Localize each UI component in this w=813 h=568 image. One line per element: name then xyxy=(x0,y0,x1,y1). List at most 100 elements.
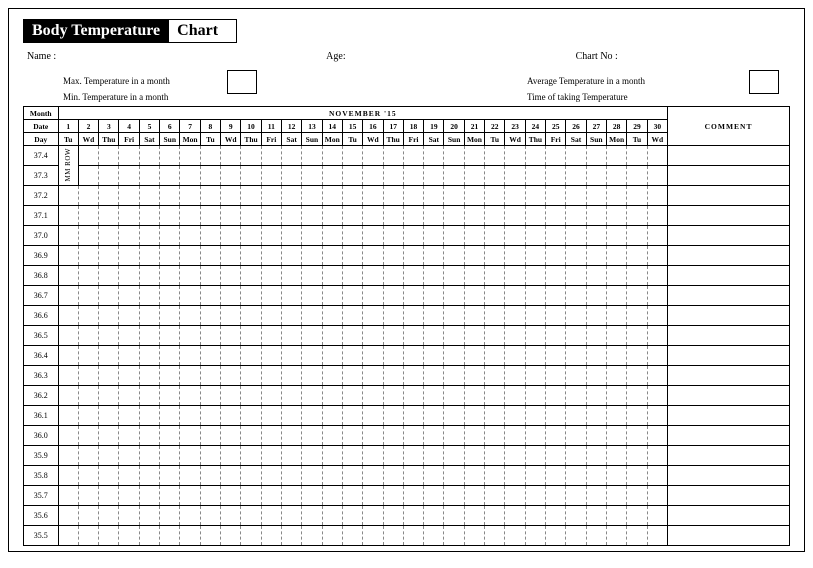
chart-cell[interactable] xyxy=(546,526,566,546)
chart-cell[interactable] xyxy=(139,166,159,186)
chart-cell[interactable] xyxy=(221,206,241,226)
chart-cell[interactable] xyxy=(200,426,220,446)
chart-cell[interactable] xyxy=(119,166,139,186)
chart-cell[interactable] xyxy=(424,266,444,286)
chart-cell[interactable] xyxy=(139,506,159,526)
chart-cell[interactable] xyxy=(566,166,586,186)
chart-cell[interactable] xyxy=(647,446,668,466)
chart-cell[interactable] xyxy=(200,326,220,346)
chart-cell[interactable] xyxy=(200,266,220,286)
chart-cell[interactable] xyxy=(647,426,668,446)
chart-cell[interactable] xyxy=(261,346,281,366)
chart-cell[interactable] xyxy=(302,286,322,306)
chart-cell[interactable] xyxy=(200,466,220,486)
chart-cell[interactable] xyxy=(58,406,78,426)
chart-cell[interactable] xyxy=(546,166,566,186)
chart-cell[interactable] xyxy=(180,266,200,286)
chart-cell[interactable] xyxy=(160,266,180,286)
chart-cell[interactable] xyxy=(566,506,586,526)
chart-cell[interactable] xyxy=(383,406,403,426)
chart-cell[interactable] xyxy=(444,146,464,166)
chart-cell[interactable] xyxy=(485,526,505,546)
chart-cell[interactable] xyxy=(281,226,301,246)
chart-cell[interactable] xyxy=(139,206,159,226)
chart-cell[interactable] xyxy=(606,426,626,446)
chart-cell[interactable] xyxy=(444,226,464,246)
chart-cell[interactable] xyxy=(505,186,525,206)
chart-cell[interactable] xyxy=(58,446,78,466)
comment-cell[interactable] xyxy=(668,526,790,546)
chart-cell[interactable] xyxy=(119,266,139,286)
chart-cell[interactable] xyxy=(485,386,505,406)
chart-cell[interactable] xyxy=(78,266,98,286)
chart-cell[interactable] xyxy=(444,326,464,346)
chart-cell[interactable] xyxy=(241,346,261,366)
chart-cell[interactable] xyxy=(485,246,505,266)
chart-cell[interactable] xyxy=(525,286,545,306)
comment-cell[interactable] xyxy=(668,226,790,246)
chart-cell[interactable] xyxy=(99,146,119,166)
chart-cell[interactable] xyxy=(505,146,525,166)
chart-cell[interactable] xyxy=(403,506,423,526)
chart-cell[interactable] xyxy=(221,486,241,506)
chart-cell[interactable] xyxy=(139,406,159,426)
chart-cell[interactable] xyxy=(281,166,301,186)
chart-cell[interactable] xyxy=(261,306,281,326)
chart-cell[interactable] xyxy=(464,206,484,226)
chart-cell[interactable] xyxy=(566,206,586,226)
chart-cell[interactable] xyxy=(505,206,525,226)
chart-cell[interactable] xyxy=(241,526,261,546)
chart-cell[interactable] xyxy=(566,466,586,486)
chart-cell[interactable] xyxy=(180,306,200,326)
chart-cell[interactable] xyxy=(606,186,626,206)
chart-cell[interactable] xyxy=(606,146,626,166)
chart-cell[interactable] xyxy=(363,446,383,466)
chart-cell[interactable] xyxy=(200,366,220,386)
chart-cell[interactable] xyxy=(119,506,139,526)
chart-cell[interactable] xyxy=(424,206,444,226)
chart-cell[interactable] xyxy=(586,186,606,206)
chart-cell[interactable] xyxy=(444,446,464,466)
chart-cell[interactable] xyxy=(464,166,484,186)
chart-cell[interactable] xyxy=(160,146,180,166)
chart-cell[interactable] xyxy=(485,466,505,486)
chart-cell[interactable] xyxy=(464,146,484,166)
chart-cell[interactable] xyxy=(464,366,484,386)
chart-cell[interactable] xyxy=(566,526,586,546)
chart-cell[interactable] xyxy=(383,486,403,506)
chart-cell[interactable] xyxy=(444,306,464,326)
chart-cell[interactable] xyxy=(464,386,484,406)
chart-cell[interactable] xyxy=(383,366,403,386)
chart-cell[interactable] xyxy=(566,366,586,386)
chart-cell[interactable] xyxy=(281,446,301,466)
chart-cell[interactable] xyxy=(444,506,464,526)
chart-cell[interactable] xyxy=(302,486,322,506)
chart-cell[interactable] xyxy=(566,286,586,306)
chart-cell[interactable] xyxy=(221,186,241,206)
chart-cell[interactable] xyxy=(302,366,322,386)
chart-cell[interactable] xyxy=(485,486,505,506)
chart-cell[interactable] xyxy=(180,246,200,266)
chart-cell[interactable] xyxy=(302,326,322,346)
chart-cell[interactable] xyxy=(606,526,626,546)
chart-cell[interactable] xyxy=(78,446,98,466)
chart-cell[interactable] xyxy=(383,506,403,526)
chart-cell[interactable] xyxy=(546,186,566,206)
chart-cell[interactable] xyxy=(627,286,647,306)
chart-cell[interactable] xyxy=(261,246,281,266)
chart-cell[interactable] xyxy=(606,166,626,186)
chart-cell[interactable] xyxy=(647,186,668,206)
chart-cell[interactable] xyxy=(221,226,241,246)
comment-cell[interactable] xyxy=(668,426,790,446)
chart-cell[interactable] xyxy=(302,206,322,226)
chart-cell[interactable] xyxy=(546,266,566,286)
chart-cell[interactable] xyxy=(464,286,484,306)
chart-cell[interactable] xyxy=(281,186,301,206)
chart-cell[interactable] xyxy=(99,266,119,286)
chart-cell[interactable] xyxy=(525,266,545,286)
chart-cell[interactable] xyxy=(221,246,241,266)
chart-cell[interactable] xyxy=(342,246,362,266)
chart-cell[interactable] xyxy=(221,406,241,426)
chart-cell[interactable] xyxy=(99,486,119,506)
chart-cell[interactable] xyxy=(180,406,200,426)
